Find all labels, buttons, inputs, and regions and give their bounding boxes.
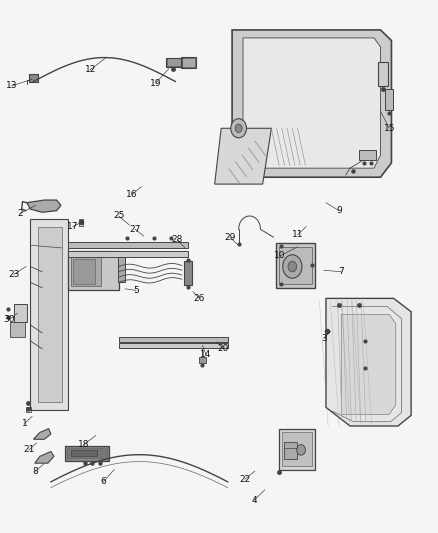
Polygon shape (73, 259, 95, 284)
Text: 14: 14 (200, 350, 212, 359)
Polygon shape (182, 58, 195, 67)
Text: 9: 9 (336, 206, 342, 215)
Bar (385, 90, 393, 110)
Polygon shape (68, 251, 119, 290)
Text: 17: 17 (67, 222, 78, 231)
Circle shape (231, 119, 247, 138)
Circle shape (288, 261, 297, 272)
Polygon shape (11, 322, 25, 337)
Text: 21: 21 (23, 446, 35, 455)
Text: 27: 27 (130, 225, 141, 234)
Text: 25: 25 (113, 212, 124, 221)
Text: 1: 1 (22, 419, 28, 428)
Text: 8: 8 (33, 467, 39, 475)
Polygon shape (33, 429, 51, 439)
Polygon shape (68, 251, 188, 257)
Bar (71, 450, 97, 456)
Polygon shape (68, 241, 188, 248)
Polygon shape (35, 451, 54, 463)
Text: 23: 23 (8, 270, 19, 279)
Text: 7: 7 (339, 268, 344, 276)
Polygon shape (279, 429, 315, 470)
Polygon shape (166, 58, 182, 66)
Polygon shape (119, 337, 228, 342)
Text: 2: 2 (18, 209, 23, 218)
Circle shape (283, 255, 302, 278)
Bar (29, 74, 38, 82)
Bar (285, 442, 297, 459)
Text: 29: 29 (224, 233, 236, 242)
Text: 30: 30 (4, 315, 15, 324)
Text: 22: 22 (240, 475, 251, 483)
Polygon shape (29, 74, 38, 82)
Text: 26: 26 (194, 294, 205, 303)
Polygon shape (38, 227, 62, 402)
Text: 13: 13 (6, 81, 18, 90)
Polygon shape (118, 257, 125, 282)
Text: 3: 3 (321, 334, 327, 343)
Bar (26, 407, 31, 412)
Text: 19: 19 (150, 78, 162, 87)
Text: 11: 11 (292, 230, 304, 239)
Polygon shape (67, 448, 107, 458)
Polygon shape (279, 247, 311, 284)
Polygon shape (215, 128, 272, 184)
Text: 15: 15 (384, 124, 395, 133)
Text: 18: 18 (78, 440, 89, 449)
Polygon shape (119, 343, 228, 349)
Text: 16: 16 (126, 190, 138, 199)
Bar (166, 58, 183, 67)
Polygon shape (65, 446, 109, 461)
Polygon shape (232, 30, 392, 177)
Bar (181, 57, 196, 68)
Polygon shape (341, 314, 396, 414)
Text: 28: 28 (172, 236, 183, 245)
Polygon shape (71, 255, 101, 286)
Text: 12: 12 (85, 66, 96, 74)
Text: 10: 10 (274, 252, 286, 260)
Polygon shape (326, 298, 411, 426)
Polygon shape (30, 219, 68, 410)
Circle shape (297, 445, 305, 455)
Text: 20: 20 (218, 344, 229, 353)
Polygon shape (27, 200, 61, 212)
Bar (79, 219, 83, 226)
Polygon shape (276, 243, 315, 288)
Polygon shape (359, 150, 376, 160)
Circle shape (235, 124, 242, 133)
Text: 5: 5 (133, 286, 139, 295)
Polygon shape (243, 38, 381, 168)
Polygon shape (199, 357, 206, 364)
Bar (378, 62, 388, 86)
Polygon shape (283, 432, 312, 466)
Polygon shape (14, 304, 27, 322)
Polygon shape (184, 261, 192, 285)
Text: 6: 6 (100, 478, 106, 486)
Text: 4: 4 (251, 496, 257, 505)
